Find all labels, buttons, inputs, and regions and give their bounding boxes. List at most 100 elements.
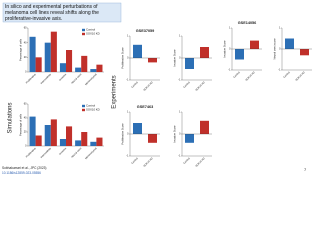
legend-label: Control [86, 104, 95, 108]
bar [35, 57, 42, 72]
y-tick-label: -1 [178, 79, 181, 82]
bar [81, 55, 88, 72]
x-tick-label: SOX10 KD [143, 81, 154, 92]
legend-swatch [82, 32, 85, 36]
bar [133, 44, 142, 58]
y-axis-label: Invasive Score [173, 125, 177, 143]
simulations-label: Simulations [8, 102, 14, 133]
chart-title: GSE7463 [137, 105, 153, 109]
bar [50, 31, 57, 73]
x-tick-label: Control [183, 157, 191, 165]
x-tick-label: Proliferative [25, 147, 37, 159]
y-tick-label: -1 [178, 155, 181, 158]
x-tick-label: SOX10 KD [195, 81, 206, 92]
bar [81, 132, 88, 146]
y-tick-label: 0 [127, 133, 129, 136]
legend-label: SOX10 KD [86, 32, 100, 36]
bar [29, 36, 36, 72]
bar [59, 63, 66, 72]
slide-title: In silico and experimental perturbations… [5, 4, 99, 22]
y-tick-label: -1 [126, 79, 129, 82]
bar [44, 42, 51, 72]
experiments-label: Experiments [112, 75, 118, 108]
bar [50, 119, 57, 146]
legend-swatch [82, 104, 85, 108]
x-tick-label: SOX10 KD [195, 157, 206, 168]
bar [35, 135, 42, 146]
y-tick-label: 60 [24, 103, 27, 106]
y-tick-label: 1 [229, 27, 231, 30]
y-tick-label: 1 [179, 111, 181, 114]
bar [59, 139, 66, 146]
y-tick-label: -1 [228, 69, 231, 72]
x-tick-label: Control [183, 81, 191, 89]
bar [148, 134, 157, 143]
bar [44, 125, 51, 146]
x-tick-label: SOX10 KD [245, 71, 256, 82]
chart-title: GSE14056 [238, 21, 257, 25]
bar [75, 140, 82, 146]
y-tick-label: 0 [179, 133, 181, 136]
x-tick-label: Proliferative [25, 73, 37, 85]
bar [250, 40, 259, 49]
y-tick-label: 0 [127, 57, 129, 60]
x-tick-label: Neural crest [71, 73, 83, 85]
legend-swatch [82, 28, 85, 32]
x-tick-label: Control [131, 157, 139, 165]
y-tick-label: 1 [179, 35, 181, 38]
x-tick-label: SOX10 KD [295, 71, 306, 82]
y-tick-label: 40 [24, 117, 27, 120]
x-tick-label: Neural crest [71, 147, 83, 159]
y-tick-label: 60 [24, 27, 27, 30]
bar [185, 134, 194, 143]
bar [90, 69, 97, 72]
x-tick-label: Control [233, 71, 241, 79]
y-axis-label: Percentage of cells [19, 38, 23, 61]
bar [285, 38, 294, 49]
bar [66, 126, 73, 146]
y-axis-label: Percentage of cells [19, 113, 23, 136]
y-tick-label: 1 [127, 111, 129, 114]
y-tick-label: 20 [24, 56, 27, 59]
y-axis-label: Proliferative Score [121, 123, 125, 145]
x-tick-label: Control [131, 81, 139, 89]
y-tick-label: 0 [229, 48, 231, 51]
y-axis-label: Invasive Score [223, 40, 227, 58]
bar [66, 50, 73, 72]
doi-link[interactable]: 10.1186/s12859-023-05556 [2, 171, 41, 175]
bar [29, 116, 36, 146]
y-axis-label: Proliferative Score [121, 47, 125, 69]
y-tick-label: 40 [24, 41, 27, 44]
bar [185, 58, 194, 69]
bar [235, 49, 244, 60]
y-tick-label: -1 [126, 155, 129, 158]
x-tick-label: Invasive [59, 147, 68, 156]
title-box [2, 2, 122, 23]
page-number: 7 [304, 167, 307, 172]
slide-background [0, 0, 320, 180]
y-tick-label: 1 [279, 27, 281, 30]
bar [96, 64, 103, 72]
legend-label: Control [86, 28, 95, 32]
y-tick-label: 1 [127, 35, 129, 38]
y-tick-label: -1 [278, 69, 281, 72]
bar [90, 141, 97, 146]
bar [148, 58, 157, 63]
citation: Sobhakumari et al., JPC (2023) [2, 166, 46, 170]
x-tick-label: SOX10 KD [143, 157, 154, 168]
slide: In silico and experimental perturbations… [0, 0, 320, 180]
chart-title: GSE37059 [136, 29, 155, 33]
y-tick-label: 0 [279, 48, 281, 51]
x-tick-label: Invasive [59, 73, 68, 82]
y-axis-label: Neural crest score [273, 38, 277, 60]
page: In silico and experimental perturbations… [0, 0, 320, 180]
legend-swatch [82, 108, 85, 112]
y-tick-label: 0 [179, 57, 181, 60]
bar [300, 49, 309, 56]
y-tick-label: 0 [25, 71, 27, 74]
y-axis-label: Invasive Score [173, 49, 177, 67]
y-tick-label: 0 [25, 145, 27, 148]
bar [133, 123, 142, 134]
bar [75, 67, 82, 72]
bar [200, 47, 209, 58]
